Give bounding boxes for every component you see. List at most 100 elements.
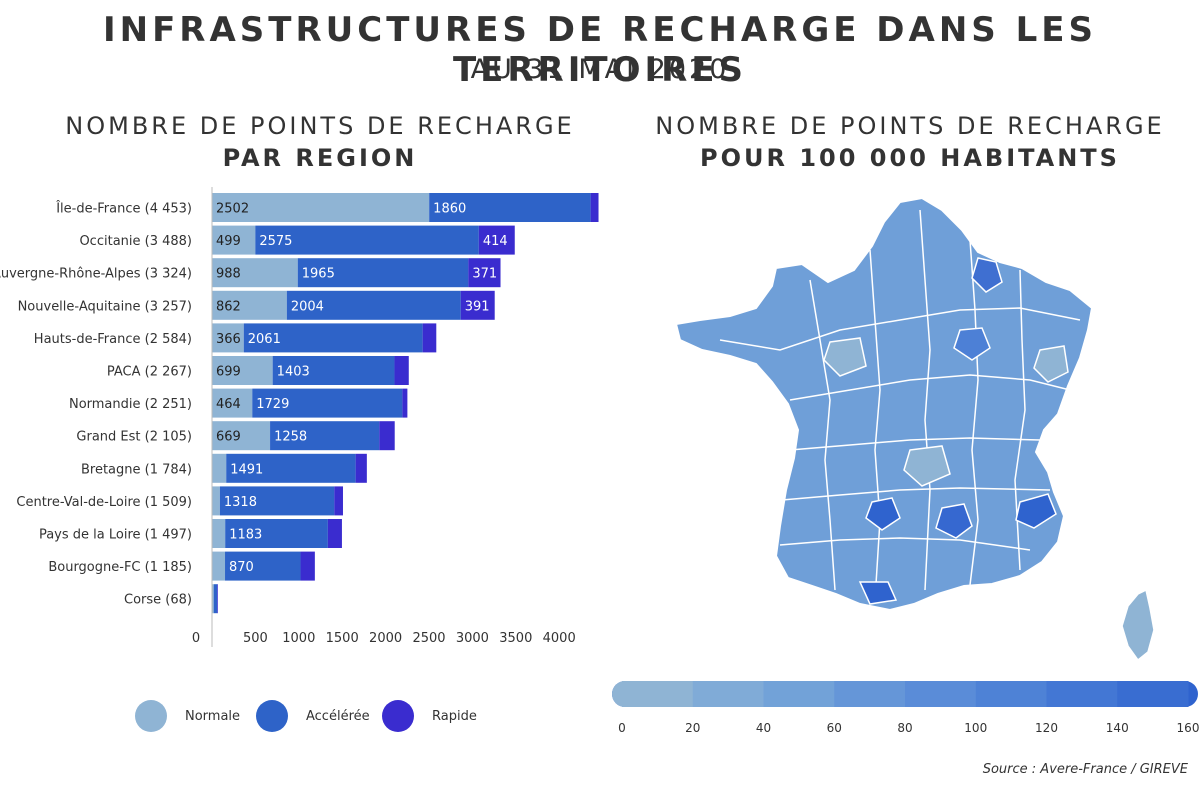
bar-segment-normale bbox=[212, 584, 214, 614]
corsica-shape bbox=[1121, 588, 1155, 662]
bar-segment-normale bbox=[212, 193, 430, 222]
source-note: Source : Avere-France / GIREVE bbox=[982, 762, 1188, 777]
category-label: Pays de la Loire (1 497) bbox=[39, 528, 192, 543]
bar-segment-accélérée bbox=[243, 323, 423, 353]
x-tick-label: 2000 bbox=[369, 631, 402, 646]
department-highlight-aveyron bbox=[935, 503, 973, 539]
legend-acceleree: Accélérée bbox=[256, 700, 370, 732]
france-mainland-shape bbox=[674, 196, 1094, 612]
scale-tick-label: 100 bbox=[964, 721, 987, 735]
legend-acceleree-label: Accélérée bbox=[306, 708, 370, 724]
category-label: Centre-Val-de-Loire (1 509) bbox=[16, 495, 192, 510]
bar-segment-rapide bbox=[300, 551, 315, 581]
bar-chart-title: NOMBRE DE POINTS DE RECHARGE PAR REGION bbox=[60, 112, 580, 172]
scale-tick-label: 140 bbox=[1106, 721, 1129, 735]
scale-segment bbox=[834, 681, 906, 707]
x-tick-label: 3500 bbox=[499, 631, 532, 646]
scale-segment bbox=[1046, 681, 1118, 707]
legend-rapide-label: Rapide bbox=[432, 708, 477, 724]
legend-normale-swatch bbox=[135, 700, 167, 732]
bar-segment-accélérée bbox=[252, 388, 403, 418]
bar-segment-accélérée bbox=[297, 258, 469, 288]
bar-chart-title-line2: PAR REGION bbox=[222, 144, 418, 172]
bar-value-label: 1965 bbox=[302, 267, 335, 282]
bar-segment-normale bbox=[212, 225, 256, 255]
x-tick-label: 500 bbox=[243, 631, 268, 646]
bar-value-label: 499 bbox=[216, 234, 241, 249]
bar-segment-rapide bbox=[402, 388, 408, 418]
category-label: Corse (68) bbox=[124, 593, 192, 608]
bar-value-label: 1318 bbox=[224, 495, 257, 510]
bar-segment-rapide bbox=[327, 519, 342, 548]
department-highlight-pyrenees bbox=[858, 581, 898, 605]
bar-segment-accélérée bbox=[219, 486, 335, 516]
bar-segment-normale bbox=[212, 290, 287, 320]
bar-value-label: 414 bbox=[483, 234, 508, 249]
category-label: Auvergne-Rhône-Alpes (3 324) bbox=[0, 267, 192, 282]
bar-segment-rapide bbox=[422, 323, 437, 353]
bar-value-label: 2575 bbox=[259, 234, 292, 249]
category-label: Occitanie (3 488) bbox=[79, 234, 192, 249]
bar-segment-normale bbox=[212, 551, 226, 581]
x-tick-label: 3000 bbox=[456, 631, 489, 646]
stacked-bar-chart: Île-de-France (4 453) 2502 1860 Occitanie (… bbox=[0, 187, 599, 647]
bar-segment-normale bbox=[212, 453, 227, 483]
bar-segment-rapide bbox=[394, 356, 409, 385]
scale-tick-label: 20 bbox=[685, 721, 700, 735]
bar-segment-normale bbox=[212, 519, 226, 548]
bar-value-label: 1258 bbox=[274, 430, 307, 445]
legend-rapide: Rapide bbox=[382, 700, 477, 732]
map-title-line1: NOMBRE DE POINTS DE RECHARGE bbox=[655, 112, 1165, 140]
scale-segment bbox=[975, 681, 1047, 707]
scale-tick-label: 40 bbox=[756, 721, 771, 735]
bar-segment-rapide bbox=[334, 486, 343, 516]
bar-segment-accélérée bbox=[286, 290, 461, 320]
category-label: Bretagne (1 784) bbox=[81, 462, 192, 477]
department-borders bbox=[719, 209, 1081, 601]
scale-tick-label: 60 bbox=[827, 721, 842, 735]
legend-acceleree-swatch bbox=[256, 700, 288, 732]
bar-value-label: 699 bbox=[216, 365, 241, 380]
bar-chart-title-line1: NOMBRE DE POINTS DE RECHARGE bbox=[65, 112, 575, 140]
france-mainland bbox=[674, 196, 1094, 612]
main-subtitle: AU 31 MAI 2020 bbox=[470, 54, 730, 85]
category-label: Hauts-de-France (2 584) bbox=[34, 332, 192, 347]
bar-segment-accélérée bbox=[225, 519, 328, 548]
bar-segment-rapide bbox=[460, 290, 495, 320]
bar-segment-normale bbox=[212, 323, 244, 353]
x-tick-label: 2500 bbox=[412, 631, 445, 646]
bar-segment-accélérée bbox=[225, 551, 301, 581]
bar-segment-rapide bbox=[478, 225, 515, 255]
bar-segment-accélérée bbox=[213, 584, 218, 614]
bar-segment-normale bbox=[212, 388, 253, 418]
bar-segment-rapide bbox=[355, 453, 367, 483]
bar-segment-accélérée bbox=[255, 225, 479, 255]
bar-segment-normale bbox=[212, 486, 220, 516]
bar-segment-accélérée bbox=[226, 453, 356, 483]
scale-tick-label: 0 bbox=[618, 721, 626, 735]
bar-value-label: 2502 bbox=[216, 202, 249, 217]
department-highlight-aisne bbox=[971, 257, 1003, 293]
department-light-centre bbox=[823, 337, 867, 377]
bar-value-label: 870 bbox=[229, 560, 254, 575]
scale-segment bbox=[622, 681, 694, 707]
x-tick-label: 1000 bbox=[282, 631, 315, 646]
department-highlight-alpes bbox=[1015, 493, 1057, 529]
bar-value-label: 988 bbox=[216, 267, 241, 282]
bar-value-label: 1403 bbox=[277, 365, 310, 380]
category-label: Nouvelle-Aquitaine (3 257) bbox=[18, 299, 192, 314]
scale-segment bbox=[763, 681, 835, 707]
color-scale: 0 20 40 60 80 100 120 140 160 bbox=[612, 681, 1199, 735]
legend-normale: Normale bbox=[135, 700, 240, 732]
legend-normale-label: Normale bbox=[185, 708, 241, 724]
main-title: INFRASTRUCTURES DE RECHARGE DANS LES TER… bbox=[102, 10, 1098, 90]
bar-segment-rapide bbox=[217, 584, 218, 614]
bar-value-label: 862 bbox=[216, 299, 241, 314]
bar-value-label: 1491 bbox=[230, 462, 263, 477]
bar-value-label: 2061 bbox=[248, 332, 281, 347]
bar-value-label: 366 bbox=[216, 332, 241, 347]
scale-segment bbox=[1117, 681, 1189, 707]
bar-value-label: 2004 bbox=[291, 299, 324, 314]
x-tick-label: 0 bbox=[192, 631, 200, 646]
bar-segment-rapide bbox=[468, 258, 501, 288]
